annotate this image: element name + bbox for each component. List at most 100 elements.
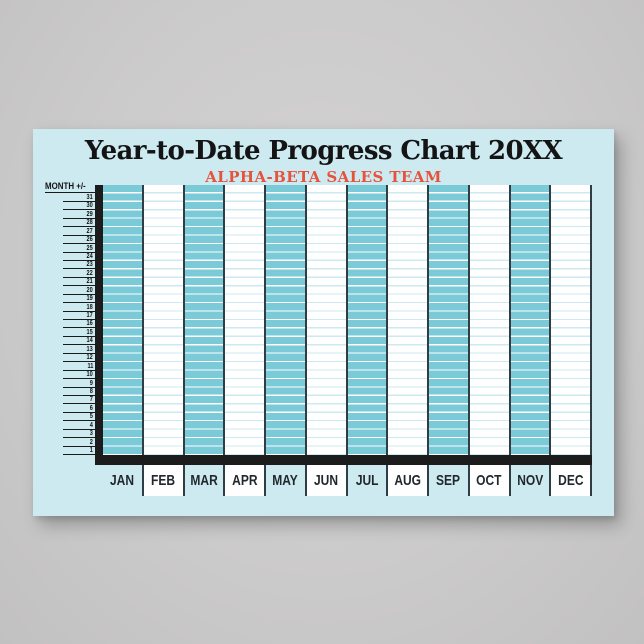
day-row-label: 16 <box>45 320 95 329</box>
x-axis-bar <box>95 455 592 465</box>
month-label-cell-feb: FEB <box>143 465 185 496</box>
row-tick-line <box>63 209 95 211</box>
day-row-label: 17 <box>45 312 95 320</box>
row-tick-line <box>63 302 95 304</box>
month-labels-row: JAN FEB MAR APR MAY JUN JUL AUG SEP OCT NOV DEC <box>103 465 592 496</box>
row-tick-line <box>63 428 95 430</box>
month-label: MAR <box>190 472 218 489</box>
day-row-label: 29 <box>45 210 95 219</box>
month-label: JUL <box>355 472 379 489</box>
day-number: 6 <box>89 404 93 412</box>
month-label: JUN <box>314 472 339 489</box>
row-tick-line <box>63 293 95 295</box>
month-column-feb <box>143 185 185 455</box>
day-row-label: 28 <box>45 219 95 228</box>
y-axis-row-labels: MONTH +/- 31 30 29 28 27 26 25 24 23 22 21 20 19 18 17 1… <box>45 182 95 455</box>
day-number: 24 <box>86 252 93 260</box>
day-row-label: 3 <box>45 430 95 439</box>
day-number: 15 <box>86 328 93 336</box>
month-label: SEP <box>436 472 461 489</box>
row-tick-line <box>63 268 95 270</box>
day-number: 5 <box>89 413 93 421</box>
row-tick-line <box>63 226 95 228</box>
row-tick-line <box>63 411 95 413</box>
row-tick-line <box>63 259 95 261</box>
month-label: NOV <box>516 472 543 489</box>
row-tick-line <box>63 378 95 380</box>
row-tick-line <box>63 217 95 219</box>
month-label: OCT <box>476 472 502 489</box>
row-tick-line <box>63 394 95 396</box>
day-number: 2 <box>89 438 93 446</box>
month-label-cell-may: MAY <box>266 465 307 496</box>
day-number: 18 <box>86 303 93 311</box>
month-column-oct <box>469 185 511 455</box>
day-row-label: 30 <box>45 202 95 211</box>
day-number: 3 <box>89 430 93 438</box>
day-row-label: 4 <box>45 421 95 430</box>
day-row-label: 7 <box>45 396 95 405</box>
day-number: 11 <box>87 362 93 370</box>
day-number: 31 <box>86 193 93 201</box>
month-label-cell-apr: APR <box>225 465 266 496</box>
day-number: 20 <box>86 286 93 294</box>
day-row-label: 25 <box>45 244 95 253</box>
poster-subtitle: ALPHA-BETA SALES TEAM <box>205 168 442 186</box>
day-number: 29 <box>86 210 93 218</box>
month-label: AUG <box>394 472 421 489</box>
row-tick-line <box>63 285 95 287</box>
day-row-label: 23 <box>45 261 95 270</box>
day-row-label: 8 <box>45 388 95 396</box>
month-columns-grid <box>103 185 592 455</box>
row-tick-line <box>63 200 95 202</box>
day-row-label: 15 <box>45 328 95 337</box>
month-column-jun <box>306 185 348 455</box>
row-tick-line <box>63 454 95 455</box>
month-column-jan <box>103 185 144 455</box>
row-tick-line <box>63 369 95 371</box>
row-tick-line <box>63 319 95 320</box>
month-label: DEC <box>557 472 584 489</box>
row-tick-line <box>63 310 95 312</box>
row-tick-line <box>63 437 95 439</box>
month-column-may <box>266 185 307 455</box>
row-tick-line <box>63 234 95 236</box>
month-label-cell-dec: DEC <box>551 465 592 496</box>
row-tick-line <box>63 335 95 337</box>
month-label-cell-jan: JAN <box>103 465 144 496</box>
row-tick-line <box>63 251 95 253</box>
day-number: 21 <box>86 278 93 286</box>
day-row-label: 18 <box>45 303 95 312</box>
day-row-label: 5 <box>45 413 95 422</box>
month-label: MAY <box>272 472 299 489</box>
day-row-label: 10 <box>45 371 95 380</box>
month-label: APR <box>231 472 258 489</box>
day-number: 19 <box>86 295 93 303</box>
day-row-label: 2 <box>45 438 95 447</box>
month-column-nov <box>510 185 552 455</box>
month-label-cell-jun: JUN <box>306 465 348 496</box>
poster-title: Year-to-Date Progress Chart 20XX <box>84 136 563 166</box>
day-row-label: 26 <box>45 236 95 245</box>
month-column-jul <box>347 185 389 455</box>
day-row-label: 20 <box>45 286 95 295</box>
day-number: 16 <box>86 320 93 328</box>
day-row-label: 21 <box>45 278 95 287</box>
row-tick-line <box>63 243 95 245</box>
day-number: 9 <box>89 379 93 387</box>
day-number: 25 <box>86 244 93 252</box>
day-row-label: 19 <box>45 295 95 304</box>
row-tick-line <box>63 403 95 405</box>
day-number: 1 <box>89 447 93 454</box>
row-tick-line <box>63 344 95 346</box>
day-number: 22 <box>86 269 93 277</box>
month-column-mar <box>184 185 226 455</box>
month-column-apr <box>225 185 266 455</box>
day-row-label: 9 <box>45 379 95 388</box>
row-tick-line <box>63 420 95 422</box>
row-tick-line <box>63 386 95 388</box>
day-number: 17 <box>86 312 93 319</box>
day-row-label: 31 <box>45 193 95 202</box>
day-row-label: 11 <box>45 362 95 371</box>
day-row-label: 13 <box>45 345 95 354</box>
